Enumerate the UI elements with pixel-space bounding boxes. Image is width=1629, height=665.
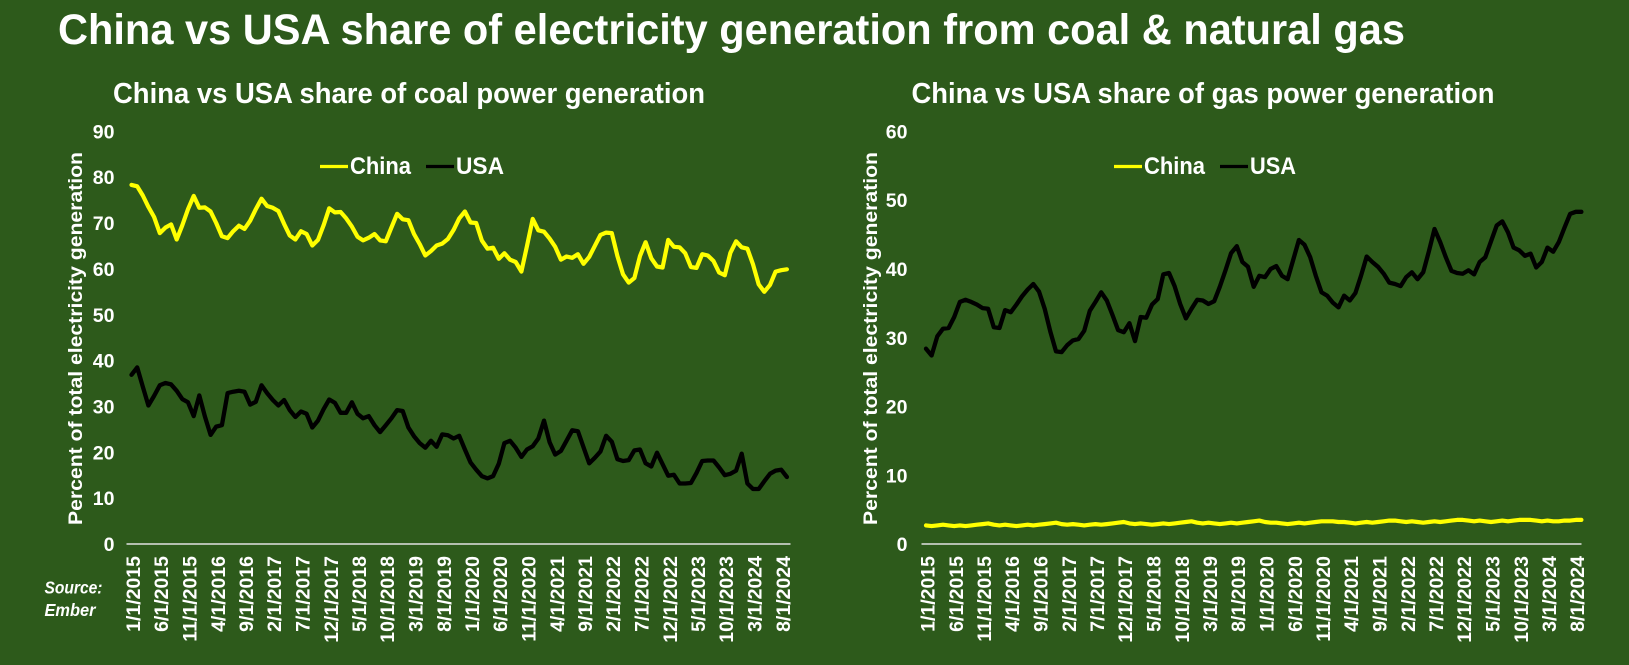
svg-text:12/1/2022: 12/1/2022 xyxy=(660,556,682,643)
svg-text:USA: USA xyxy=(1250,153,1296,180)
svg-text:10/1/2018: 10/1/2018 xyxy=(1172,556,1194,643)
svg-text:Ember: Ember xyxy=(45,600,97,620)
svg-text:7/1/2022: 7/1/2022 xyxy=(1426,556,1448,632)
svg-text:4/1/2021: 4/1/2021 xyxy=(547,556,569,632)
svg-text:10/1/2018: 10/1/2018 xyxy=(377,556,399,643)
svg-text:5/1/2018: 5/1/2018 xyxy=(1144,556,1166,632)
svg-text:2/1/2022: 2/1/2022 xyxy=(1398,556,1420,632)
svg-text:7/1/2017: 7/1/2017 xyxy=(1087,556,1109,632)
svg-text:3/1/2019: 3/1/2019 xyxy=(406,556,428,632)
svg-text:2/1/2022: 2/1/2022 xyxy=(603,556,625,632)
svg-text:90: 90 xyxy=(93,121,115,143)
svg-text:9/1/2021: 9/1/2021 xyxy=(1370,556,1392,632)
svg-text:8/1/2019: 8/1/2019 xyxy=(1228,556,1250,632)
svg-text:1/1/2020: 1/1/2020 xyxy=(462,556,484,632)
svg-text:8/1/2024: 8/1/2024 xyxy=(773,556,795,632)
svg-text:60: 60 xyxy=(886,121,908,143)
svg-text:9/1/2016: 9/1/2016 xyxy=(1031,556,1053,632)
svg-text:Source:: Source: xyxy=(45,578,103,598)
svg-text:3/1/2024: 3/1/2024 xyxy=(745,556,767,632)
svg-text:40: 40 xyxy=(93,351,115,373)
svg-text:12/1/2017: 12/1/2017 xyxy=(321,556,343,643)
svg-text:China vs USA share of coal pow: China vs USA share of coal power generat… xyxy=(113,78,705,110)
svg-text:9/1/2016: 9/1/2016 xyxy=(236,556,258,632)
svg-text:10/1/2023: 10/1/2023 xyxy=(716,556,738,643)
svg-text:3/1/2019: 3/1/2019 xyxy=(1200,556,1222,632)
svg-text:China: China xyxy=(350,153,412,180)
svg-text:2/1/2017: 2/1/2017 xyxy=(1059,556,1081,632)
svg-text:China: China xyxy=(1144,153,1206,180)
svg-text:10: 10 xyxy=(886,465,908,487)
svg-text:4/1/2016: 4/1/2016 xyxy=(208,556,230,632)
svg-text:70: 70 xyxy=(93,213,115,235)
svg-text:30: 30 xyxy=(886,328,908,350)
svg-text:10: 10 xyxy=(93,488,115,510)
svg-text:5/1/2023: 5/1/2023 xyxy=(688,556,710,632)
svg-text:2/1/2017: 2/1/2017 xyxy=(264,556,286,632)
svg-text:6/1/2020: 6/1/2020 xyxy=(1285,556,1307,632)
svg-text:8/1/2019: 8/1/2019 xyxy=(434,556,456,632)
svg-text:1/1/2015: 1/1/2015 xyxy=(918,556,940,632)
svg-text:50: 50 xyxy=(886,190,908,212)
svg-text:12/1/2017: 12/1/2017 xyxy=(1115,556,1137,643)
svg-text:11/1/2015: 11/1/2015 xyxy=(180,556,202,642)
svg-text:4/1/2021: 4/1/2021 xyxy=(1341,556,1363,632)
svg-text:7/1/2022: 7/1/2022 xyxy=(632,556,654,632)
svg-text:0: 0 xyxy=(104,534,115,556)
svg-text:Percent of total electricity g: Percent of total electricity generation xyxy=(65,152,87,525)
svg-text:5/1/2018: 5/1/2018 xyxy=(349,556,371,632)
svg-text:10/1/2023: 10/1/2023 xyxy=(1511,556,1533,643)
svg-text:1/1/2015: 1/1/2015 xyxy=(123,556,145,632)
svg-text:40: 40 xyxy=(886,259,908,281)
svg-text:6/1/2015: 6/1/2015 xyxy=(151,556,173,632)
svg-text:11/1/2020: 11/1/2020 xyxy=(1313,556,1335,642)
svg-text:20: 20 xyxy=(886,397,908,419)
svg-text:6/1/2015: 6/1/2015 xyxy=(946,556,968,632)
svg-text:80: 80 xyxy=(93,167,115,189)
svg-text:3/1/2024: 3/1/2024 xyxy=(1539,556,1561,632)
svg-text:9/1/2021: 9/1/2021 xyxy=(575,556,597,632)
svg-text:30: 30 xyxy=(93,397,115,419)
svg-text:11/1/2020: 11/1/2020 xyxy=(519,556,541,642)
svg-text:60: 60 xyxy=(93,259,115,281)
svg-text:8/1/2024: 8/1/2024 xyxy=(1567,556,1589,632)
svg-text:5/1/2023: 5/1/2023 xyxy=(1483,556,1505,632)
svg-text:20: 20 xyxy=(93,442,115,464)
svg-text:12/1/2022: 12/1/2022 xyxy=(1454,556,1476,643)
svg-text:50: 50 xyxy=(93,305,115,327)
svg-text:7/1/2017: 7/1/2017 xyxy=(293,556,315,632)
svg-text:USA: USA xyxy=(456,153,504,180)
svg-text:1/1/2020: 1/1/2020 xyxy=(1257,556,1279,632)
svg-text:11/1/2015: 11/1/2015 xyxy=(974,556,996,642)
svg-text:6/1/2020: 6/1/2020 xyxy=(490,556,512,632)
svg-text:Percent of total electricity g: Percent of total electricity generation xyxy=(860,152,882,525)
svg-text:China vs USA share of electric: China vs USA share of electricity genera… xyxy=(58,7,1405,54)
svg-text:China vs USA share of gas powe: China vs USA share of gas power generati… xyxy=(912,78,1495,110)
svg-text:0: 0 xyxy=(897,534,908,556)
svg-text:4/1/2016: 4/1/2016 xyxy=(1002,556,1024,632)
